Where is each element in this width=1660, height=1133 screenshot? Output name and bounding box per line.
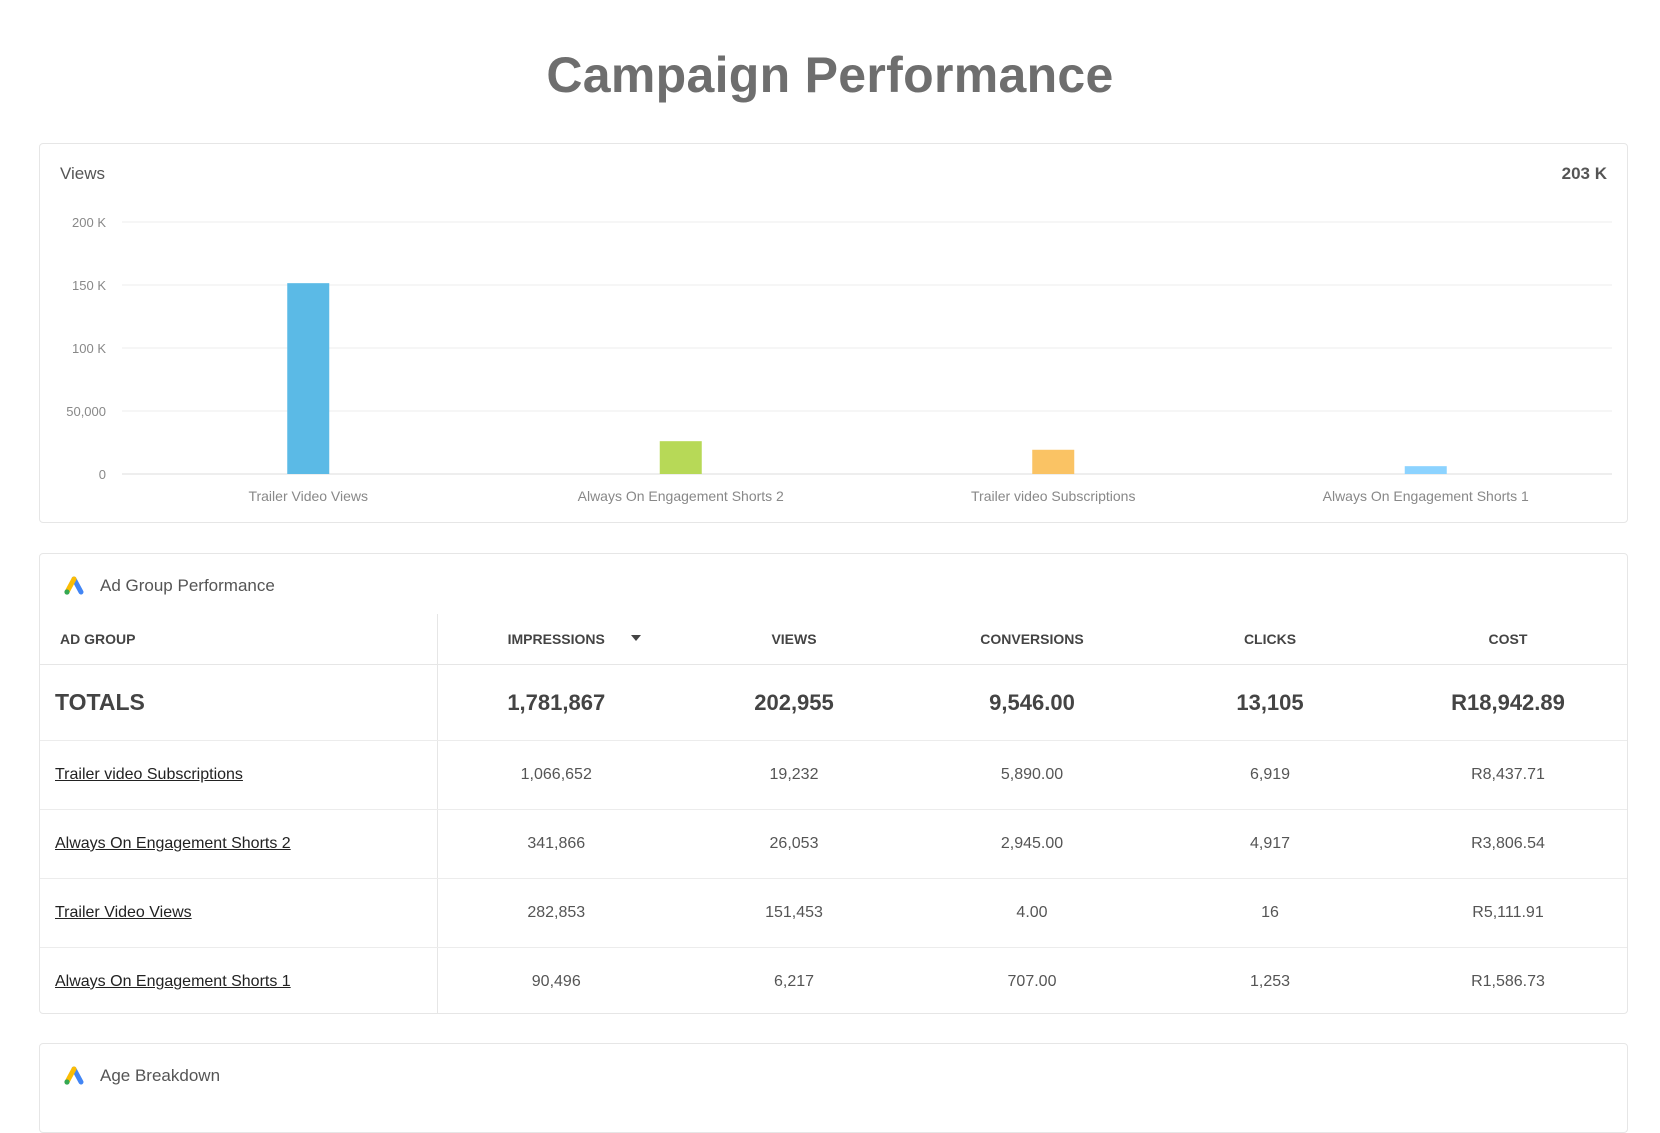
views-cell: 19,232 — [675, 740, 913, 810]
column-header-impressions[interactable]: IMPRESSIONS — [437, 614, 675, 665]
views-chart-card: 0 50,000 100 K 150 K 200 K Trailer Video View… — [39, 143, 1628, 523]
y-tick-label: 200 K — [72, 215, 106, 230]
totals-clicks: 13,105 — [1151, 664, 1389, 741]
age-breakdown-card: Age Breakdown — [39, 1043, 1628, 1133]
y-tick-label: 50,000 — [66, 404, 106, 419]
clicks-cell: 16 — [1151, 878, 1389, 948]
bar — [287, 283, 330, 474]
ad-group-cell: Trailer video Subscriptions — [40, 740, 438, 810]
conversions-cell: 2,945.00 — [913, 809, 1151, 879]
age-breakdown-title: Age Breakdown — [100, 1066, 221, 1085]
totals-label: TOTALS — [40, 664, 438, 741]
views-bar-chart: 0 50,000 100 K 150 K 200 K Trailer Video View… — [66, 215, 1612, 504]
conversions-cell: 4.00 — [913, 878, 1151, 948]
column-header-ad-group[interactable]: AD GROUP — [40, 614, 438, 665]
views-cell: 151,453 — [675, 878, 913, 948]
column-header-clicks[interactable]: CLICKS — [1151, 614, 1389, 665]
google-ads-icon — [64, 1066, 84, 1085]
impressions-cell: 1,066,652 — [437, 740, 675, 810]
clicks-cell: 4,917 — [1151, 809, 1389, 879]
ad-group-link[interactable]: Trailer Video Views — [55, 904, 192, 921]
y-tick-label: 150 K — [72, 278, 106, 293]
ad-group-cell: Trailer Video Views — [40, 878, 438, 948]
card-header: Ad Group Performance — [62, 574, 275, 598]
table-row: Trailer Video Views 282,853 151,453 4.00… — [40, 878, 1627, 948]
page-title: Campaign Performance — [546, 47, 1114, 103]
chart-total: 203 K — [1561, 164, 1607, 183]
bar — [659, 441, 702, 474]
bar — [1404, 466, 1447, 474]
chart-title: Views — [60, 164, 106, 183]
clicks-cell: 1,253 — [1249, 973, 1291, 990]
cost-cell: R8,437.71 — [1389, 740, 1627, 810]
totals-row: TOTALS 1,781,867 202,955 9,546.00 13,105… — [40, 664, 1627, 741]
ad-group-table: AD GROUP IMPRESSIONS VIEWS CONVERSIONS C… — [40, 614, 1627, 1013]
table-header-row: AD GROUP IMPRESSIONS VIEWS CONVERSIONS C… — [40, 614, 1627, 665]
totals-cost: R18,942.89 — [1389, 664, 1627, 741]
conversions-cell: 707.00 — [1007, 973, 1057, 990]
x-tick-label: Trailer video Subscriptions — [971, 488, 1135, 504]
conversions-cell: 5,890.00 — [913, 740, 1151, 810]
sort-descending-icon[interactable] — [631, 635, 641, 641]
table-row: Trailer video Subscriptions 1,066,652 19… — [40, 740, 1627, 810]
ad-group-link[interactable]: Trailer video Subscriptions — [55, 766, 243, 783]
ad-group-link[interactable]: Always On Engagement Shorts 1 — [55, 973, 291, 990]
x-tick-label: Always On Engagement Shorts 1 — [1323, 488, 1529, 504]
totals-views: 202,955 — [675, 664, 913, 741]
column-header-conversions[interactable]: CONVERSIONS — [913, 614, 1151, 665]
ad-group-performance-card: Ad Group Performance AD GROUP IMPRESSION… — [39, 553, 1628, 1014]
card-header: Age Breakdown — [62, 1064, 220, 1088]
cost-cell: R1,586.73 — [1471, 973, 1545, 990]
ad-group-cell: Always On Engagement Shorts 1 — [40, 947, 438, 1013]
y-tick-label: 0 — [99, 467, 106, 482]
ad-group-cell: Always On Engagement Shorts 2 — [40, 809, 438, 879]
table-row: Always On Engagement Shorts 2 341,866 26… — [40, 809, 1627, 879]
impressions-cell: 90,496 — [531, 973, 581, 990]
google-ads-icon — [64, 576, 84, 595]
y-tick-label: 100 K — [72, 341, 106, 356]
cost-cell: R5,111.91 — [1389, 878, 1627, 948]
bar — [1032, 449, 1075, 474]
column-header-cost[interactable]: COST — [1389, 614, 1627, 665]
views-cell: 26,053 — [675, 809, 913, 879]
x-tick-label: Trailer Video Views — [248, 488, 368, 504]
column-header-views[interactable]: VIEWS — [675, 614, 913, 665]
views-cell: 6,217 — [773, 973, 815, 990]
clicks-cell: 6,919 — [1151, 740, 1389, 810]
x-tick-label: Always On Engagement Shorts 2 — [578, 488, 784, 504]
column-header-label: IMPRESSIONS — [507, 631, 605, 647]
impressions-cell: 341,866 — [437, 809, 675, 879]
totals-impressions: 1,781,867 — [437, 664, 675, 741]
ad-group-link[interactable]: Always On Engagement Shorts 2 — [55, 835, 291, 852]
impressions-cell: 282,853 — [437, 878, 675, 948]
totals-conversions: 9,546.00 — [913, 664, 1151, 741]
table-row: Always On Engagement Shorts 1 90,496 6,2… — [40, 947, 1627, 1013]
cost-cell: R3,806.54 — [1389, 809, 1627, 879]
ad-group-performance-title: Ad Group Performance — [100, 576, 275, 595]
